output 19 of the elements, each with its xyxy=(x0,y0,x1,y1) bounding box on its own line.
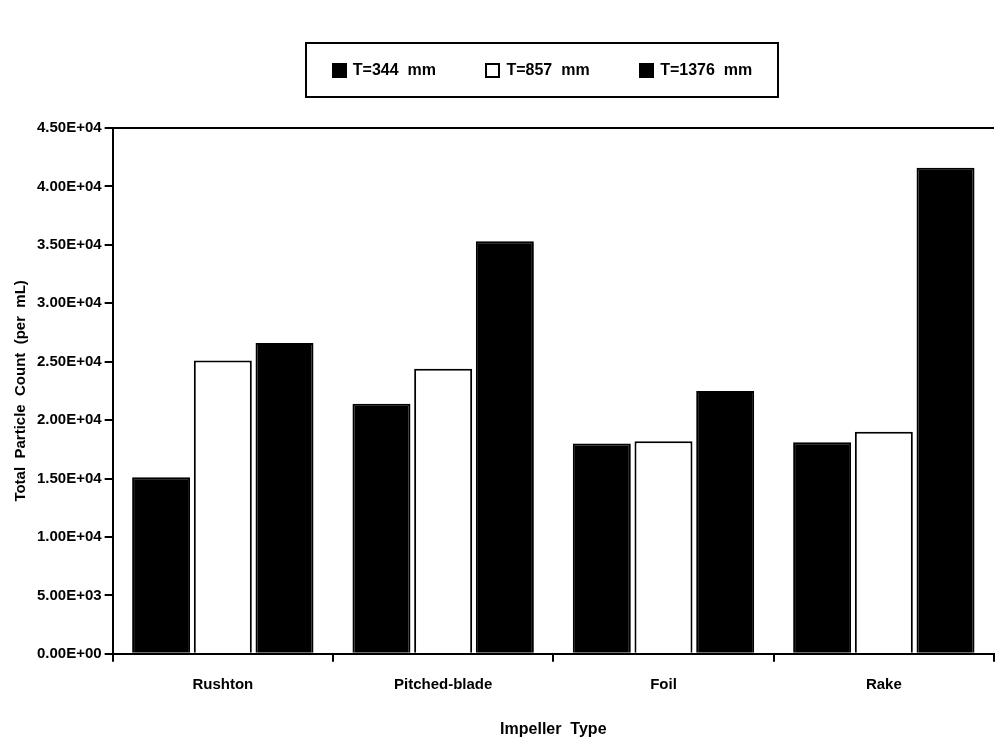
legend-label: T=857 mm xyxy=(506,61,590,79)
y-tick-label: 4.50E+04 xyxy=(36,118,103,136)
y-tick-label: 1.50E+04 xyxy=(36,468,103,486)
x-axis-title: Impeller Type xyxy=(500,719,607,737)
y-tick-label: 2.00E+04 xyxy=(36,410,103,428)
y-tick-label: 0.00E+00 xyxy=(36,643,102,661)
y-tick-label: 4.00E+04 xyxy=(36,176,103,194)
y-axis-title: Total Particle Count (per mL) xyxy=(11,280,29,502)
legend-label: T=344 mm xyxy=(352,61,436,79)
x-tick-label: Rushton xyxy=(192,674,254,692)
y-tick-label: 3.50E+04 xyxy=(36,234,103,252)
x-tick-label: Foil xyxy=(650,674,677,692)
y-tick-label: 5.00E+03 xyxy=(36,585,102,603)
y-tick-label: 3.00E+04 xyxy=(36,293,103,311)
y-tick-label: 2.50E+04 xyxy=(36,351,103,369)
x-tick-label: Rake xyxy=(865,674,902,692)
legend-label: T=1376 mm xyxy=(660,61,753,79)
y-tick-label: 1.00E+04 xyxy=(36,527,103,545)
x-tick-label: Pitched-blade xyxy=(393,674,493,692)
